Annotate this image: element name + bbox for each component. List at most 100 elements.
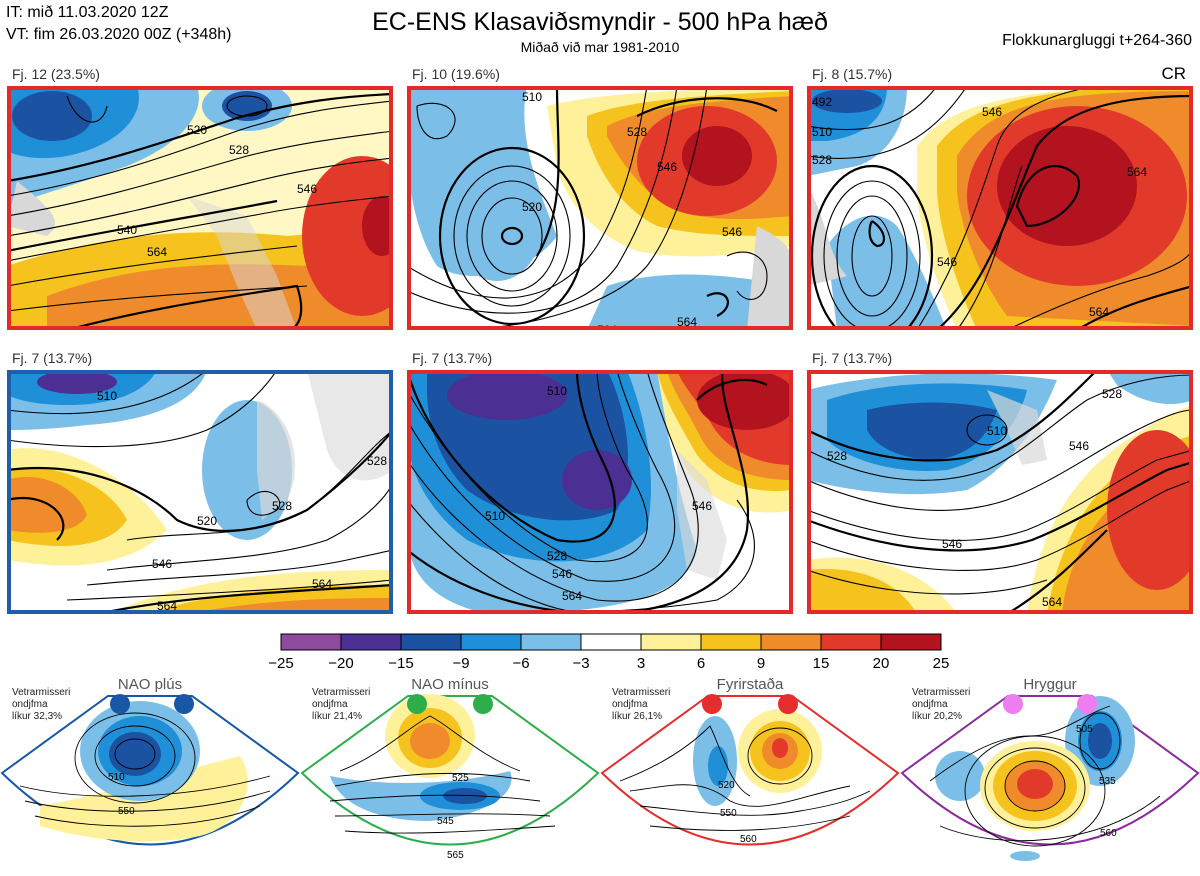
contour-label: 528 (1102, 387, 1122, 401)
colorbar-segment (700, 633, 762, 651)
regime-months: ondjfma (912, 699, 948, 710)
regime-info: Vetrarmisseri ondjfma líkur 20,2% (912, 687, 970, 723)
regime-contour-label: 505 (1076, 724, 1093, 735)
it-line: IT: mið 11.03.2020 12Z (6, 4, 169, 21)
colorbar-segment (400, 633, 462, 651)
contour-label: 510 (547, 384, 567, 398)
regime-months: ondjfma (612, 699, 648, 710)
regime-probability: líkur 32,3% (12, 711, 63, 722)
colorbar-tick-label: −20 (328, 655, 354, 672)
regime-contour-label: 550 (118, 806, 135, 817)
contour-label: 528 (547, 549, 567, 563)
panel-5-label: Fj. 7 (13.7%) (412, 350, 493, 366)
contour-label: 528 (812, 153, 832, 167)
contour-label: 564 (157, 599, 177, 613)
regime-info: Vetrarmisseri ondjfma líkur 21,4% (312, 687, 370, 723)
colorbar-segment (820, 633, 882, 651)
contour-label: 510 (987, 424, 1007, 438)
cluster-map-1[interactable]: 520 528 540 546 564 (7, 86, 393, 330)
cluster-map-2[interactable]: 510 520 528 546 546 564 564 (407, 86, 793, 330)
regime-name: Fyrirstaða (716, 676, 784, 693)
regime-info: Vetrarmisseri ondjfma líkur 32,3% (12, 687, 70, 723)
contour-label: 520 (522, 200, 542, 214)
contour-label: 510 (522, 90, 542, 104)
regime-contour-label: 560 (1100, 828, 1117, 839)
contour-label: 528 (229, 143, 249, 157)
colorbar-segment (580, 633, 642, 651)
regime-probability: líkur 26,1% (612, 711, 663, 722)
regime-contour-label: 565 (447, 850, 464, 861)
regime-season: Vetrarmisseri (912, 687, 971, 698)
contour-label: 510 (812, 125, 832, 139)
regime-contour-label: 520 (718, 780, 735, 791)
colorbar-tick-label: 20 (872, 655, 890, 672)
panel-4-label: Fj. 7 (13.7%) (12, 350, 93, 366)
colorbar-segment (280, 633, 342, 651)
regime-contour-label: 560 (740, 834, 757, 845)
regime-months: ondjfma (312, 699, 348, 710)
regime-ridge: 505 535 560 Hryggur Vetrarmisseri ondjfm… (900, 676, 1200, 871)
colorbar-tick-label: 15 (812, 655, 830, 672)
colorbar-tick-label: −9 (452, 655, 470, 672)
colorbar (280, 633, 942, 656)
contour-label: 564 (1089, 305, 1109, 319)
colorbar-tick-label: −6 (512, 655, 530, 672)
colorbar-tick-label: 3 (636, 655, 646, 672)
contour-label: 546 (722, 225, 742, 239)
page-subtitle: Miðað við mar 1981-2010 (520, 39, 680, 55)
contour-label: 546 (937, 255, 957, 269)
regime-season: Vetrarmisseri (612, 687, 671, 698)
contour-label: 546 (982, 105, 1002, 119)
colorbar-segment (520, 633, 582, 651)
regime-probability: líkur 21,4% (312, 711, 363, 722)
regime-info: Vetrarmisseri ondjfma líkur 26,1% (612, 687, 670, 723)
contour-label: 528 (627, 125, 647, 139)
panel-3-label: Fj. 8 (15.7%) (812, 66, 893, 82)
colorbar-tick-label: 9 (756, 655, 766, 672)
regime-name: NAO mínus (411, 676, 489, 693)
contour-label: 528 (827, 449, 847, 463)
regime-blocking: 520 550 560 Fyrirstaða Vetrarmisseri ond… (600, 676, 900, 871)
cluster-map-4[interactable]: 510 520 528 528 546 564 564 (7, 370, 393, 614)
contour-label: 564 (147, 245, 167, 259)
contour-label: 564 (562, 589, 582, 603)
regime-contour-label: 550 (720, 808, 737, 819)
contour-label: 510 (97, 389, 117, 403)
cluster-map-6[interactable]: 510 528 528 546 546 564 (807, 370, 1193, 614)
contour-label: 546 (692, 499, 712, 513)
colorbar-tick-label: −15 (388, 655, 414, 672)
contour-label: 520 (197, 514, 217, 528)
colorbar-segment (760, 633, 822, 651)
contour-label: 564 (1127, 165, 1147, 179)
regime-name: Hryggur (1023, 676, 1077, 693)
colorbar-segment (340, 633, 402, 651)
contour-label: 528 (367, 454, 387, 468)
regime-contour-label: 545 (437, 816, 454, 827)
contour-label: 564 (1042, 595, 1062, 609)
colorbar-segment (460, 633, 522, 651)
regime-season: Vetrarmisseri (312, 687, 371, 698)
clustering-window: Flokkunargluggi t+264-360 (1002, 32, 1192, 49)
panel-2-label: Fj. 10 (19.6%) (412, 66, 500, 82)
regime-name: NAO plús (117, 676, 183, 693)
contour-label: 520 (187, 123, 207, 137)
regime-contour-label: 525 (452, 773, 469, 784)
contour-label: 540 (117, 223, 137, 237)
colorbar-tick-label: −3 (572, 655, 590, 672)
cluster-map-5[interactable]: 510 510 528 546 546 564 (407, 370, 793, 614)
contour-label: 546 (657, 160, 677, 174)
colorbar-tick-label: 25 (932, 655, 950, 672)
regime-contour-label: 510 (108, 772, 125, 783)
contour-label: 492 (812, 95, 832, 109)
regime-nao-minus: 525 545 565 NAO mínus Vetrarmisseri ondj… (300, 676, 600, 871)
vt-line: VT: fim 26.03.2020 00Z (+348h) (6, 26, 232, 43)
contour-label: 564 (677, 315, 697, 329)
contour-label: 546 (297, 182, 317, 196)
panel-6-label: Fj. 7 (13.7%) (812, 350, 893, 366)
contour-label: 546 (1069, 439, 1089, 453)
panel-1-label: Fj. 12 (23.5%) (12, 66, 100, 82)
contour-label: 546 (942, 537, 962, 551)
cluster-map-3[interactable]: 492 510 528 546 546 564 564 (807, 86, 1193, 330)
colorbar-segment (640, 633, 702, 651)
contour-label: 510 (485, 509, 505, 523)
